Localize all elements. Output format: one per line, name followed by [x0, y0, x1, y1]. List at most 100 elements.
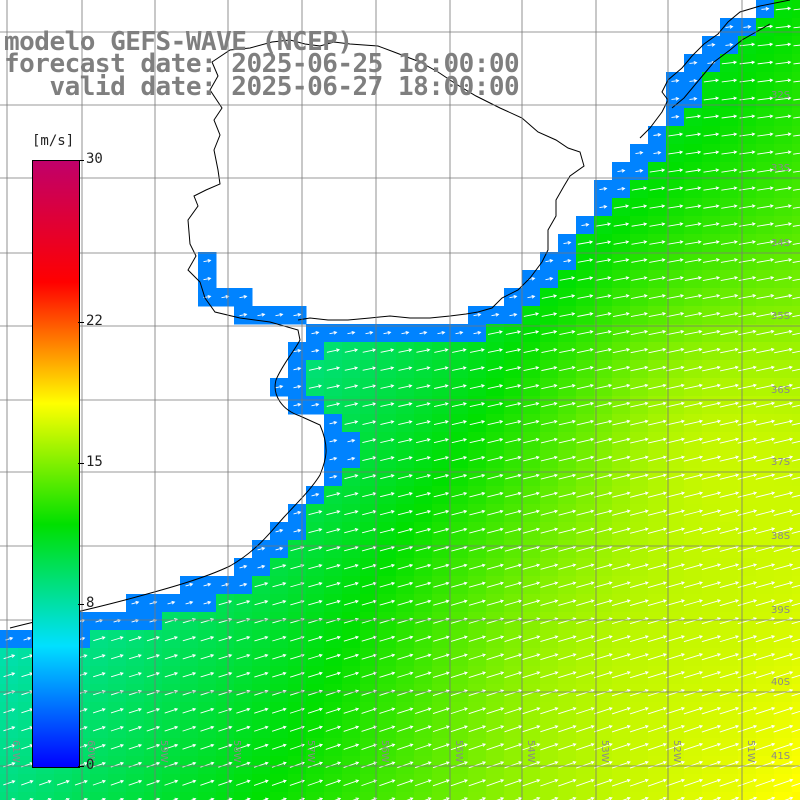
- wind-arrow: [559, 348, 576, 354]
- wind-arrow: [720, 240, 738, 245]
- wind-arrow: [773, 365, 793, 372]
- wind-arrow: [576, 653, 595, 661]
- wind-arrow: [326, 546, 341, 552]
- wind-speed-cell: [306, 792, 325, 800]
- wind-arrow: [236, 707, 251, 714]
- wind-speed-cell: [792, 720, 800, 739]
- wind-arrow: [398, 366, 413, 371]
- wind-arrow: [541, 294, 558, 299]
- wind-arrow: [712, 796, 722, 800]
- wind-speed-cell: [792, 126, 800, 145]
- wind-arrow: [755, 419, 776, 426]
- wind-arrow: [701, 599, 722, 607]
- map-title-forecast-date: forecast date: 2025-06-25 18:00:00: [4, 49, 520, 79]
- wind-arrow: [486, 653, 505, 660]
- wind-arrow: [257, 546, 266, 551]
- wind-arrow: [326, 581, 341, 588]
- wind-arrow: [755, 706, 776, 715]
- wind-arrow: [451, 491, 468, 498]
- wind-arrow: [791, 782, 800, 787]
- wind-arrow: [362, 420, 377, 425]
- wind-arrow: [702, 276, 721, 281]
- wind-arrow: [434, 402, 449, 407]
- wind-arrow: [612, 419, 631, 426]
- wind-arrow: [190, 797, 197, 800]
- wind-arrow: [343, 671, 360, 678]
- colorbar-unit-label: [m/s]: [32, 133, 75, 149]
- wind-arrow: [719, 778, 740, 787]
- wind-arrow: [665, 742, 686, 751]
- wind-arrow: [737, 653, 758, 661]
- wind-arrow: [737, 455, 758, 462]
- longitude-label: 56W: [379, 740, 390, 763]
- wind-arrow: [684, 276, 702, 281]
- wind-arrow: [329, 438, 338, 443]
- wind-arrow: [773, 401, 794, 408]
- wind-arrow: [793, 152, 800, 155]
- wind-arrow: [271, 761, 287, 768]
- wind-arrow: [128, 725, 143, 732]
- wind-arrow: [433, 563, 450, 570]
- wind-arrow: [685, 204, 702, 209]
- wind-arrow: [541, 419, 558, 426]
- wind-arrow: [792, 242, 800, 245]
- wind-arrow: [415, 725, 432, 733]
- wind-arrow: [504, 671, 523, 679]
- wind-arrow: [792, 224, 800, 227]
- wind-arrow: [527, 294, 536, 299]
- wind-arrow: [665, 419, 685, 426]
- wind-arrow: [450, 653, 468, 660]
- wind-arrow: [738, 294, 757, 300]
- wind-arrow: [509, 294, 518, 299]
- wind-arrow: [254, 671, 269, 678]
- wind-arrow: [737, 563, 758, 570]
- wind-arrow: [450, 635, 468, 642]
- wind-arrow: [599, 187, 608, 191]
- wind-arrow: [576, 419, 595, 426]
- wind-arrow: [611, 707, 631, 715]
- wind-arrow: [737, 365, 757, 372]
- wind-arrow: [683, 383, 703, 390]
- wind-arrow: [221, 582, 230, 587]
- wind-arrow: [469, 348, 485, 353]
- wind-arrow: [522, 671, 541, 679]
- wind-arrow: [218, 707, 233, 714]
- wind-arrow: [666, 312, 685, 318]
- wind-arrow: [128, 654, 142, 660]
- wind-arrow: [128, 708, 143, 714]
- latitude-label: 33S: [771, 163, 791, 174]
- wind-arrow: [540, 581, 559, 588]
- wind-arrow: [576, 743, 595, 751]
- wind-arrow: [683, 778, 704, 787]
- wind-arrow: [774, 222, 793, 227]
- wind-arrow: [432, 761, 450, 769]
- wind-arrow: [737, 401, 758, 408]
- wind-speed-cell: [792, 378, 800, 397]
- wind-arrow: [755, 599, 776, 607]
- wind-arrow: [702, 258, 720, 263]
- wind-arrow: [665, 671, 685, 679]
- wind-arrow: [451, 563, 468, 570]
- wind-arrow: [397, 581, 414, 588]
- wind-arrow: [631, 276, 648, 281]
- wind-arrow: [612, 581, 631, 588]
- wind-arrow: [703, 114, 720, 119]
- wind-arrow: [576, 581, 595, 588]
- wind-arrow: [738, 258, 757, 263]
- wind-arrow: [791, 620, 800, 625]
- wind-arrow: [593, 743, 613, 751]
- wind-speed-cell: [792, 522, 800, 541]
- wind-arrow: [311, 492, 320, 497]
- wind-arrow: [761, 7, 770, 11]
- wind-speed-cell: [18, 792, 37, 800]
- wind-speed-cell: [162, 792, 181, 800]
- wind-arrow: [505, 402, 522, 408]
- wind-arrow: [432, 707, 450, 715]
- wind-arrow: [791, 548, 800, 552]
- wind-arrow: [683, 473, 704, 480]
- wind-arrow: [325, 599, 341, 606]
- wind-arrow: [362, 366, 377, 371]
- wind-arrow: [380, 456, 395, 462]
